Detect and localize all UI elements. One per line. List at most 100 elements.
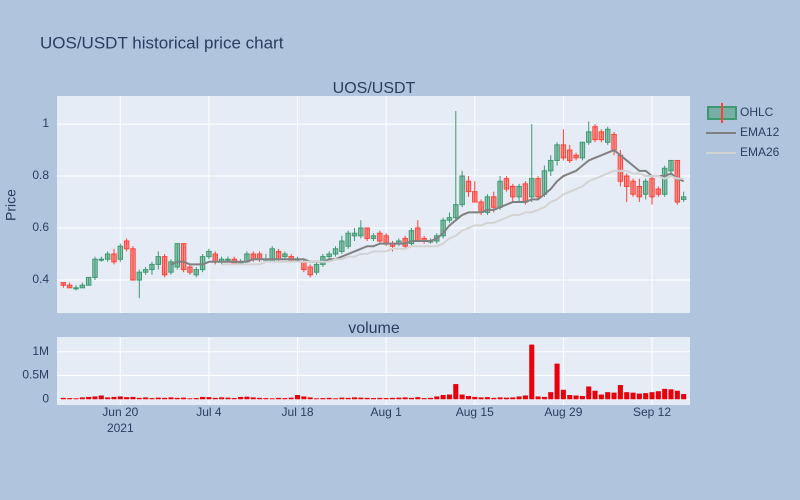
volume-bar [440, 395, 446, 400]
volume-bar [136, 397, 142, 400]
volume-bar [200, 396, 206, 400]
candle-body [180, 243, 187, 271]
x-tick-label: Jul 4 [196, 405, 222, 419]
volume-bar [529, 344, 535, 400]
x-tick-label: Aug 1 [370, 405, 402, 419]
candle-body [630, 180, 636, 195]
candle-body [117, 245, 124, 260]
candle-body [535, 178, 541, 198]
candle-body [282, 253, 288, 258]
volume-bar [244, 396, 250, 400]
candle-body [453, 204, 459, 219]
volume-bar [332, 398, 339, 400]
volume-bar [598, 394, 604, 400]
candle-body [174, 243, 180, 268]
volume-bar [60, 397, 66, 400]
candle-body [142, 269, 149, 273]
candle-body [573, 154, 579, 159]
volume-bar [560, 389, 566, 400]
candle-body [592, 126, 598, 141]
volume-bar [636, 393, 642, 400]
candle-body [307, 266, 313, 276]
volume-bar [472, 396, 478, 400]
candle-body [104, 253, 111, 260]
volume-bar [567, 395, 573, 400]
volume-bar [465, 395, 471, 400]
candle-body [674, 159, 681, 203]
volume-bar [92, 396, 98, 400]
volume-bar [117, 396, 123, 400]
candle-body [168, 261, 174, 273]
volume-bar [383, 398, 389, 400]
legend-label[interactable]: OHLC [740, 105, 774, 119]
volume-bar [643, 393, 649, 400]
candle-body [60, 282, 67, 286]
candle-body [79, 284, 86, 289]
x-tick-label: Aug 29 [544, 405, 582, 419]
volume-bar [295, 395, 301, 400]
volume-bar [459, 394, 465, 400]
candle-body [465, 180, 472, 193]
candle-body [522, 183, 529, 203]
candle-body [459, 175, 465, 206]
volume-bar [320, 398, 326, 400]
volume-bar [453, 384, 459, 400]
candle-body [370, 235, 377, 239]
candle-body [636, 185, 643, 198]
volume-bar [225, 397, 231, 400]
volume-bar [358, 397, 364, 400]
candle-body [345, 232, 351, 247]
volume-bar [617, 385, 623, 400]
candle-body [623, 175, 630, 187]
volume-bar [212, 397, 218, 400]
candle-body [548, 159, 554, 172]
candle-body [187, 266, 193, 273]
legend: OHLC EMA12 EMA26 [706, 103, 780, 159]
volume-bar [522, 395, 528, 400]
candle-body [339, 240, 345, 252]
volume-bar [339, 397, 345, 400]
y-tick-label: 1 [42, 116, 49, 130]
candle-body [130, 248, 136, 281]
volume-bar [408, 397, 415, 400]
volume-bar [674, 390, 680, 400]
legend-item[interactable]: EMA26 [706, 145, 780, 159]
volume-bar [370, 398, 377, 400]
volume-bar [491, 397, 497, 400]
volume-bar [111, 396, 117, 400]
volume-bar [313, 398, 320, 400]
volume-bar [541, 396, 547, 400]
candle-body [358, 227, 364, 237]
volume-bar [377, 397, 383, 400]
candle-body [85, 276, 92, 286]
volume-bar [351, 397, 358, 400]
candle-body [446, 217, 453, 221]
volume-bar [181, 397, 187, 400]
volume-bar [681, 394, 687, 400]
legend-label[interactable]: EMA12 [740, 125, 780, 139]
candle-body [642, 180, 649, 195]
candle-body [472, 191, 478, 203]
candle-body [415, 227, 421, 242]
x-tick-label: Sep 12 [633, 405, 671, 419]
candle-body [680, 196, 687, 200]
y-tick-label: 0.6 [32, 220, 49, 234]
volume-bar [73, 398, 79, 400]
candle-body [649, 178, 655, 198]
y-tick-label: 0.5M [22, 368, 49, 382]
legend-item[interactable]: OHLC [707, 103, 774, 123]
volume-bar [187, 398, 193, 400]
legend-label[interactable]: EMA26 [740, 145, 780, 159]
volume-bar [421, 398, 427, 400]
candle-body [668, 159, 674, 172]
legend-item[interactable]: EMA12 [706, 125, 780, 139]
volume-bar [124, 397, 130, 400]
volume-bar [143, 397, 149, 400]
candle-body [275, 250, 282, 260]
candle-body [567, 149, 573, 161]
volume-bar [396, 397, 402, 400]
candle-body [408, 230, 415, 245]
ema-line [170, 148, 685, 266]
candle-body [364, 227, 370, 239]
volume-bar [611, 392, 617, 400]
